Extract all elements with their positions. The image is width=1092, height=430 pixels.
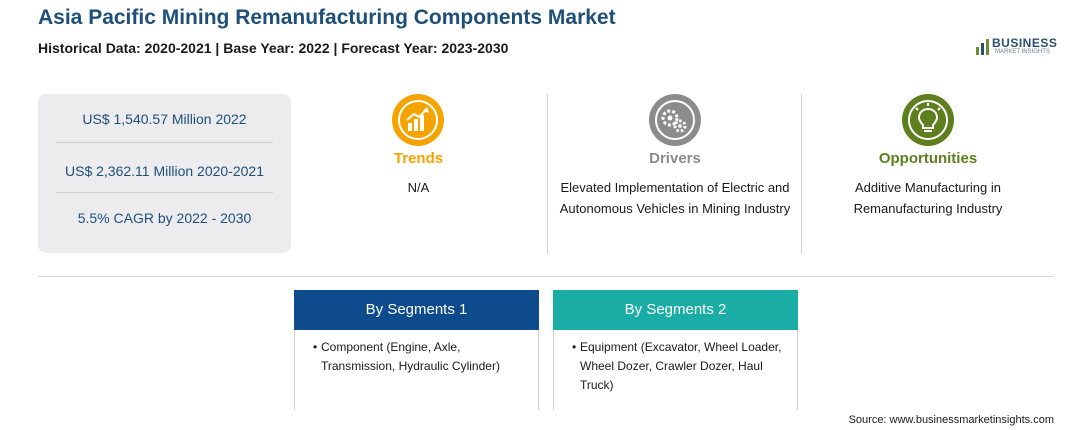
trends-title: Trends	[393, 150, 444, 167]
section-divider	[38, 276, 1054, 277]
page-subtitle: Historical Data: 2020-2021 | Base Year: …	[38, 40, 509, 56]
opportunities-column: Opportunities Additive Manufacturing in …	[810, 94, 1046, 256]
logo-icon	[976, 39, 989, 55]
bullet-icon: •	[572, 340, 577, 354]
drivers-title: Drivers	[649, 150, 701, 167]
segment-1-title: By Segments 1	[294, 290, 539, 330]
stat-market-historical: US$ 2,362.11 Million 2020-2021	[65, 163, 264, 179]
column-divider	[547, 94, 548, 254]
drivers-text: Elevated Implementation of Electric and …	[559, 180, 791, 216]
stat-market-2022: US$ 1,540.57 Million 2022	[82, 111, 247, 127]
column-divider	[801, 94, 802, 254]
stats-panel: US$ 1,540.57 Million 2022 US$ 2,362.11 M…	[38, 94, 291, 253]
segment-1-item-text: Component (Engine, Axle, Transmission, H…	[321, 340, 500, 373]
stat-divider	[56, 192, 273, 193]
source-note: Source: www.businessmarketinsights.com	[848, 414, 1054, 426]
gears-icon	[649, 94, 701, 146]
trend-chart-icon	[392, 94, 444, 146]
trends-column: Trends N/A	[300, 94, 537, 256]
bullet-icon: •	[313, 340, 318, 354]
company-logo: BUSINESS MARKET INSIGHTS	[975, 36, 1065, 58]
logo-tagline: MARKET INSIGHTS	[995, 49, 1050, 55]
drivers-column: Drivers Elevated Implementation of Elect…	[555, 94, 795, 256]
page-title: Asia Pacific Mining Remanufacturing Comp…	[38, 6, 616, 29]
trends-text: N/A	[407, 180, 430, 195]
segment-2-card: By Segments 2 • Equipment (Excavator, Wh…	[553, 290, 798, 410]
segment-2-title: By Segments 2	[553, 290, 798, 330]
opportunities-title: Opportunities	[878, 150, 978, 167]
opportunities-text: Additive Manufacturing in Remanufacturin…	[853, 180, 1003, 216]
lightbulb-icon	[902, 94, 954, 146]
stat-cagr: 5.5% CAGR by 2022 - 2030	[77, 210, 252, 226]
segment-1-item: • Component (Engine, Axle, Transmission,…	[313, 338, 531, 376]
stat-divider	[56, 142, 273, 143]
segment-2-item-text: Equipment (Excavator, Wheel Loader, Whee…	[580, 340, 782, 392]
segment-1-card: By Segments 1 • Component (Engine, Axle,…	[294, 290, 539, 410]
segment-2-item: • Equipment (Excavator, Wheel Loader, Wh…	[572, 338, 790, 395]
logo-name: BUSINESS	[992, 36, 1058, 50]
